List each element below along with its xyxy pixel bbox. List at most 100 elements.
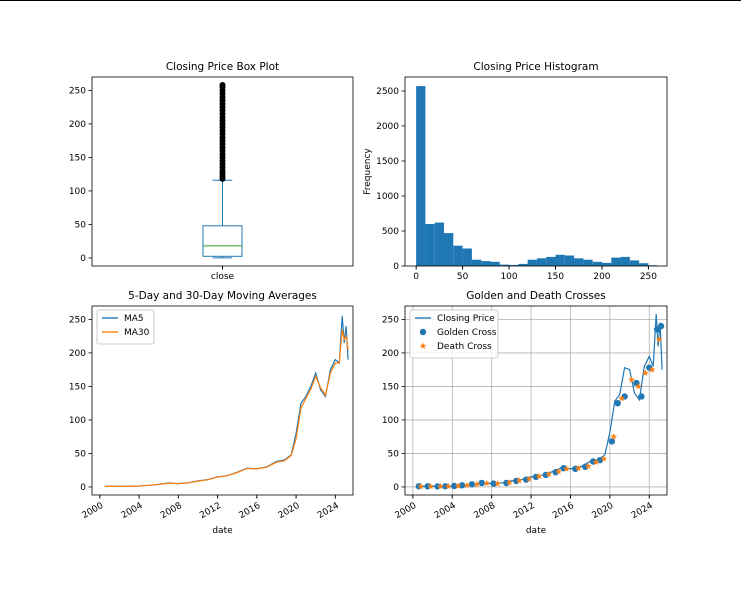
x-tick-label: 2004	[433, 501, 458, 521]
histogram-bar	[527, 259, 537, 266]
histogram-bar	[444, 233, 454, 266]
death-cross-point	[648, 366, 656, 373]
golden-cross-point	[657, 322, 665, 330]
histogram-bar	[629, 260, 640, 266]
x-axis-label: date	[212, 526, 233, 536]
death-cross-point	[454, 482, 462, 489]
chart-panel-1: Closing Price Box Plot 0 50 100 150 200 250 clo…	[69, 61, 354, 282]
y-tick-label: 0	[80, 254, 86, 264]
x-tick-label: 2024	[630, 501, 655, 521]
golden-cross-point	[458, 482, 466, 489]
chart-title: 5-Day and 30-Day Moving Averages	[128, 290, 317, 302]
death-cross-point	[545, 470, 553, 478]
legend-label: Death Cross	[437, 342, 492, 352]
x-tick-label: 2012	[512, 501, 537, 521]
x-tick-label: 2016	[551, 501, 576, 521]
x-tick-label: 150	[547, 272, 564, 282]
chart-panel-2: Closing Price Histogram05001000150020002…	[363, 61, 668, 282]
death-cross-point	[584, 462, 592, 470]
golden-cross-point	[478, 479, 486, 487]
death-cross-point	[515, 477, 523, 484]
death-cross-point	[483, 479, 491, 487]
histogram-bar	[434, 222, 445, 266]
x-tick-label: 2016	[238, 501, 263, 521]
legend-label: Closing Price	[437, 314, 495, 324]
death-cross-point	[574, 464, 582, 472]
death-cross-point	[563, 465, 570, 472]
legend-circle-swatch	[419, 328, 427, 336]
chart-panel-4: Golden and Death Crosses 0 50 100 150 200 250 2…	[382, 290, 668, 536]
histogram-bar	[490, 261, 500, 266]
series-line-ma30	[104, 329, 349, 487]
y-tick-label: 150	[69, 153, 86, 163]
y-tick-label: 150	[69, 382, 86, 392]
golden-cross-point	[608, 438, 616, 445]
golden-cross-point	[490, 480, 497, 487]
histogram-bar	[574, 258, 584, 266]
axes-frame	[91, 76, 354, 267]
histogram-bar	[555, 254, 565, 266]
y-tick-label: 50	[388, 449, 400, 459]
histogram-bar	[416, 86, 426, 266]
box-outlier	[219, 82, 226, 89]
death-cross-point	[592, 458, 600, 466]
golden-cross-point	[614, 399, 621, 407]
histogram-bar	[564, 255, 575, 266]
golden-cross-point	[451, 482, 458, 490]
golden-cross-point	[468, 481, 476, 488]
death-cross-point	[444, 482, 452, 490]
legend-label: Golden Cross	[437, 328, 497, 338]
death-cross-point	[473, 480, 481, 488]
x-axis-label: date	[526, 526, 547, 536]
axes-frame	[91, 305, 354, 496]
legend-box	[409, 309, 499, 359]
y-tick-label: 100	[69, 187, 86, 197]
y-tick-label: 100	[69, 416, 86, 426]
legend-star-swatch	[419, 342, 427, 349]
histogram-bar	[611, 257, 621, 266]
death-cross-point	[506, 479, 513, 486]
histogram-bar	[499, 264, 510, 266]
death-cross-point	[635, 382, 642, 390]
death-cross-point	[437, 482, 444, 490]
histogram-bar	[481, 261, 491, 266]
axes-frame	[404, 76, 668, 267]
y-tick-label: 100	[382, 416, 399, 426]
x-tick-label: 250	[640, 272, 657, 282]
chart-title: Closing Price Box Plot	[166, 61, 279, 73]
legend-label: MA30	[124, 328, 150, 338]
histogram-bar	[536, 258, 547, 266]
histogram-bar	[620, 256, 630, 266]
histogram-bar	[453, 245, 463, 266]
y-tick-label: 1500	[376, 157, 399, 167]
y-tick-label: 0	[393, 262, 399, 272]
y-tick-label: 50	[75, 449, 87, 459]
legend-label: MA5	[124, 314, 144, 324]
y-tick-label: 1000	[376, 192, 399, 202]
death-cross-point	[463, 481, 471, 489]
death-cross-point	[641, 369, 649, 376]
x-tick-label: 100	[500, 272, 517, 282]
death-cross-point	[655, 335, 663, 343]
chart-title: Closing Price Histogram	[473, 61, 598, 73]
histogram-bar	[518, 263, 528, 266]
death-cross-point	[535, 472, 543, 480]
death-cross-point	[555, 467, 563, 475]
y-tick-label: 150	[382, 382, 399, 392]
histogram-bar	[546, 256, 556, 266]
y-tick-label: 2500	[376, 87, 399, 97]
death-cross-point	[600, 455, 608, 462]
x-tick-label: 50	[457, 272, 469, 282]
y-tick-label: 0	[393, 483, 399, 493]
histogram-bar	[592, 261, 602, 266]
y-tick-label: 250	[69, 315, 86, 325]
x-tick-label: 200	[593, 272, 610, 282]
x-tick-label: 2000	[394, 501, 419, 521]
chart-panel-3: 5-Day and 30-Day Moving Averages 0 50 100 15…	[69, 290, 354, 536]
x-tick-label: 0	[413, 272, 419, 282]
x-tick-label: 2008	[472, 501, 497, 521]
y-tick-label: 200	[69, 120, 86, 130]
x-tick-label: 2008	[159, 501, 184, 521]
box-iqr	[202, 225, 243, 257]
